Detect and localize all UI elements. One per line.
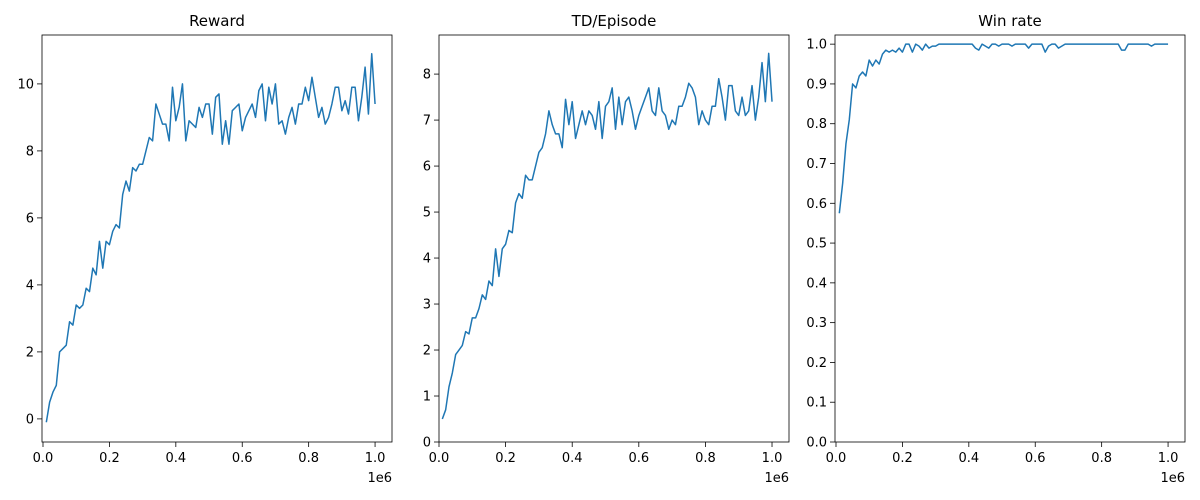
y-tick-label: 0.4 [806, 276, 827, 291]
x-tick-label: 0.4 [165, 451, 186, 466]
y-tick-label: 1.0 [806, 38, 827, 53]
y-tick-label: 7 [423, 114, 431, 129]
y-tick-label: 0 [26, 412, 34, 427]
subplot-title: TD/Episode [571, 12, 657, 30]
x-tick-label: 0.6 [1025, 451, 1046, 466]
y-tick-label: 8 [26, 144, 34, 159]
axes-frame [834, 34, 1186, 443]
y-tick-label: 0.0 [806, 436, 827, 451]
line [441, 52, 773, 420]
y-tick-label: 3 [423, 298, 431, 313]
axes-frame [438, 34, 790, 443]
x-tick-label: 0.0 [33, 451, 54, 466]
x-tick-label: 1.0 [1158, 451, 1179, 466]
y-tick-label: 2 [26, 345, 34, 360]
x-tick-label: 0.8 [695, 451, 716, 466]
y-tick-label: 0.6 [806, 197, 827, 212]
y-tick-label: 0.3 [806, 316, 827, 331]
line [838, 43, 1169, 214]
x-offset-label: 1e6 [367, 471, 392, 486]
y-tick-label: 0.9 [806, 77, 827, 92]
axes-frame [41, 34, 393, 443]
y-tick-label: 0.1 [806, 396, 827, 411]
y-tick-label: 8 [423, 68, 431, 83]
x-tick-label: 0.0 [429, 451, 450, 466]
y-tick-label: 0.5 [806, 237, 827, 252]
x-tick-label: 0.4 [562, 451, 583, 466]
y-tick-label: 2 [423, 344, 431, 359]
x-tick-label: 0.2 [892, 451, 913, 466]
x-tick-label: 0.0 [826, 451, 847, 466]
line [45, 53, 376, 423]
y-tick-label: 6 [423, 160, 431, 175]
y-tick-label: 0 [423, 436, 431, 451]
x-tick-label: 0.8 [1091, 451, 1112, 466]
x-offset-label: 1e6 [1160, 471, 1185, 486]
x-tick-label: 1.0 [365, 451, 386, 466]
x-tick-label: 1.0 [762, 451, 783, 466]
x-tick-label: 0.4 [958, 451, 979, 466]
x-tick-label: 0.2 [99, 451, 120, 466]
x-tick-label: 0.2 [495, 451, 516, 466]
subplot-title: Win rate [978, 12, 1041, 30]
y-tick-label: 4 [423, 252, 431, 267]
y-tick-label: 5 [423, 206, 431, 221]
y-tick-label: 0.7 [806, 157, 827, 172]
x-offset-label: 1e6 [764, 471, 789, 486]
y-tick-label: 0.2 [806, 356, 827, 371]
y-tick-label: 6 [26, 211, 34, 226]
x-tick-label: 0.8 [298, 451, 319, 466]
y-tick-label: 10 [17, 77, 34, 92]
x-tick-label: 0.6 [628, 451, 649, 466]
subplot-title: Reward [189, 12, 245, 30]
x-tick-label: 0.6 [232, 451, 253, 466]
y-tick-label: 1 [423, 390, 431, 405]
y-tick-label: 4 [26, 278, 34, 293]
y-tick-label: 0.8 [806, 117, 827, 132]
